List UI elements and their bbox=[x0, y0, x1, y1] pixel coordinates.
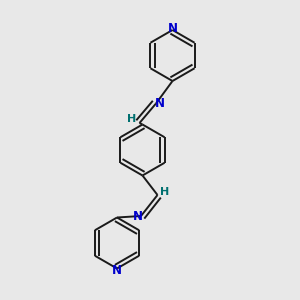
Text: N: N bbox=[154, 97, 165, 110]
Text: H: H bbox=[160, 187, 169, 197]
Text: N: N bbox=[112, 263, 122, 277]
Text: N: N bbox=[167, 22, 178, 35]
Text: H: H bbox=[128, 114, 136, 124]
Text: N: N bbox=[132, 209, 142, 223]
